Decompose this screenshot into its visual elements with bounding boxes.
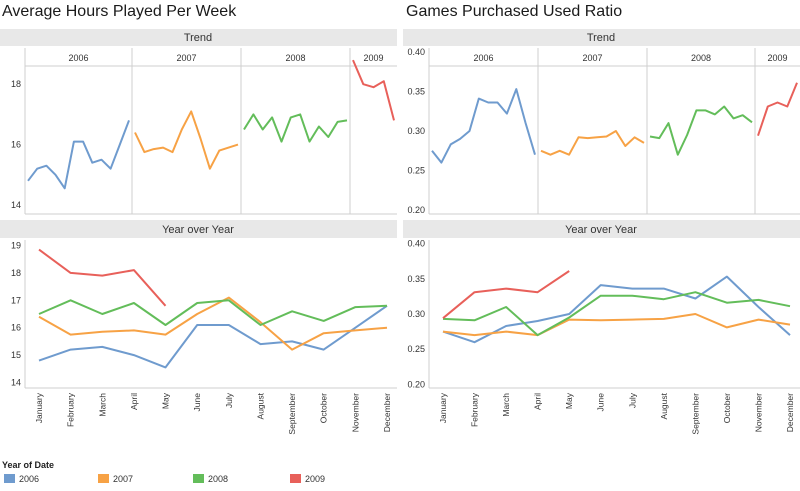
trend-year-label-2007-hours: 2007 — [176, 53, 196, 63]
yoy-y-tick-ratio: 0.25 — [407, 344, 425, 354]
month-label-september-ratio: September — [690, 393, 700, 435]
month-label-june-ratio: June — [596, 393, 606, 412]
month-label-october-ratio: October — [722, 393, 732, 423]
yoy-series-2009-ratio[interactable] — [442, 270, 570, 319]
trend-series-2008-hours[interactable] — [243, 113, 348, 143]
yoy-y-tick-ratio: 0.35 — [407, 274, 425, 284]
trend-y-tick-ratio: 0.20 — [407, 205, 425, 215]
legend-label-2009[interactable]: 2009 — [305, 474, 325, 484]
month-label-august-hours: August — [255, 392, 265, 419]
month-label-may-hours: May — [161, 392, 171, 409]
band-label-yoy-left: Year over Year — [162, 224, 234, 236]
trend-series-2007-hours[interactable] — [134, 110, 239, 170]
legend: 2006 2007 2008 2009 — [4, 474, 325, 484]
band-trend-left — [0, 29, 397, 46]
trend-year-label-2009-ratio: 2009 — [767, 53, 787, 63]
yoy-y-tick-hours: 19 — [11, 240, 21, 250]
month-label-december-hours: December — [382, 393, 392, 432]
trend-chart-ratio: 2006 2007 2008 2009 0.20 0.25 0.30 0.35 0.40 — [407, 47, 800, 215]
trend-series-2006-hours[interactable] — [27, 120, 130, 190]
month-axis: January February March April May June July Augu… — [34, 392, 795, 434]
month-label-april-ratio: April — [533, 393, 543, 410]
trend-series-2009-ratio[interactable] — [757, 82, 798, 137]
yoy-y-tick-hours: 14 — [11, 378, 21, 388]
trend-y-tick-hours: 18 — [11, 79, 21, 89]
trend-y-tick-ratio: 0.40 — [407, 47, 425, 57]
trend-year-label-2008-ratio: 2008 — [691, 53, 711, 63]
yoy-series-2006-hours[interactable] — [38, 304, 388, 369]
month-label-january-hours: January — [34, 392, 44, 423]
month-label-june-hours: June — [192, 393, 202, 412]
band-yoy-right — [403, 220, 800, 238]
band-label-trend-left: Trend — [184, 32, 212, 44]
trend-y-tick-hours: 14 — [11, 200, 21, 210]
trend-year-label-2009-hours: 2009 — [363, 53, 383, 63]
trend-y-tick-ratio: 0.35 — [407, 86, 425, 96]
yoy-y-tick-ratio: 0.30 — [407, 309, 425, 319]
yoy-series-2009-hours[interactable] — [38, 248, 167, 307]
month-label-april-hours: April — [129, 393, 139, 410]
month-label-december-ratio: December — [785, 393, 795, 432]
chart-title-hours: Average Hours Played Per Week — [2, 3, 237, 20]
yoy-series-2008-ratio[interactable] — [442, 291, 791, 337]
trend-year-label-2006-ratio: 2006 — [473, 53, 493, 63]
month-label-february-ratio: February — [470, 392, 480, 427]
band-label-trend-right: Trend — [587, 32, 615, 44]
yoy-y-tick-hours: 16 — [11, 323, 21, 333]
month-label-september-hours: September — [287, 393, 297, 435]
legend-swatch-2007[interactable] — [98, 474, 109, 483]
month-label-july-hours: July — [224, 392, 234, 408]
month-label-february-hours: February — [66, 392, 76, 427]
yoy-series-2006-ratio[interactable] — [442, 275, 791, 344]
trend-chart-hours: 2006 2007 2008 2009 14 16 18 — [11, 48, 397, 215]
trend-y-tick-ratio: 0.30 — [407, 126, 425, 136]
legend-label-2006[interactable]: 2006 — [19, 474, 39, 484]
month-label-august-ratio: August — [659, 392, 669, 419]
trend-y-tick-ratio: 0.25 — [407, 166, 425, 176]
legend-label-2008[interactable]: 2008 — [208, 474, 228, 484]
chart-title-ratio: Games Purchased Used Ratio — [406, 3, 622, 20]
yoy-chart-ratio: 0.20 0.25 0.30 0.35 0.40 — [407, 239, 800, 389]
month-label-july-ratio: July — [627, 392, 637, 408]
yoy-chart-hours: 14 15 16 17 18 19 — [11, 240, 397, 389]
trend-year-label-2008-hours: 2008 — [285, 53, 305, 63]
trend-year-label-2006-hours: 2006 — [68, 53, 88, 63]
month-label-october-hours: October — [319, 393, 329, 423]
yoy-series-2007-hours[interactable] — [38, 296, 388, 351]
trend-y-tick-hours: 16 — [11, 140, 21, 150]
legend-swatch-2008[interactable] — [193, 474, 204, 483]
month-label-january-ratio: January — [438, 392, 448, 423]
yoy-y-tick-ratio: 0.40 — [407, 239, 425, 249]
month-label-march-hours: March — [97, 393, 107, 417]
trend-series-2007-ratio[interactable] — [540, 130, 645, 156]
trend-series-2009-hours[interactable] — [352, 59, 395, 121]
trend-year-label-2007-ratio: 2007 — [582, 53, 602, 63]
yoy-y-tick-hours: 15 — [11, 350, 21, 360]
yoy-y-tick-hours: 18 — [11, 268, 21, 278]
band-yoy-left — [0, 220, 397, 238]
legend-label-2007[interactable]: 2007 — [113, 474, 133, 484]
trend-series-2008-ratio[interactable] — [649, 105, 753, 156]
month-label-november-hours: November — [350, 393, 360, 432]
month-label-march-ratio: March — [501, 393, 511, 417]
yoy-series-2008-hours[interactable] — [38, 299, 388, 326]
band-label-yoy-right: Year over Year — [565, 224, 637, 236]
trend-series-2006-ratio[interactable] — [431, 88, 536, 164]
month-label-may-ratio: May — [564, 392, 574, 409]
yoy-y-tick-ratio: 0.20 — [407, 379, 425, 389]
band-trend-right — [403, 29, 800, 46]
legend-title: Year of Date — [2, 460, 54, 470]
yoy-series-2007-ratio[interactable] — [442, 313, 791, 337]
legend-swatch-2009[interactable] — [290, 474, 301, 483]
legend-swatch-2006[interactable] — [4, 474, 15, 483]
month-label-november-ratio: November — [753, 393, 763, 432]
yoy-y-tick-hours: 17 — [11, 295, 21, 305]
